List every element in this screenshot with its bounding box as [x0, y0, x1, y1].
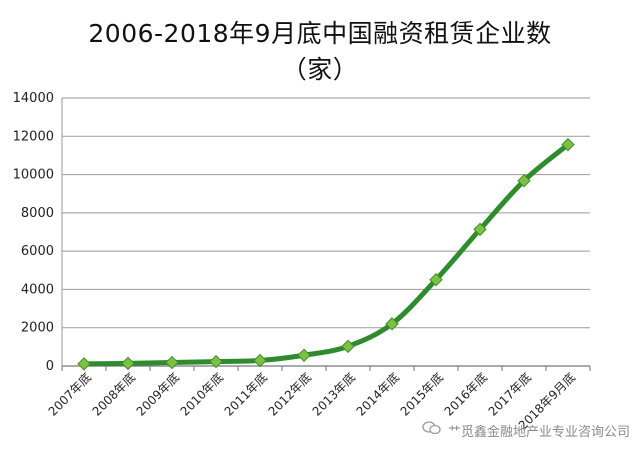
watermark: ⺾觅鑫金融地产业专业咨询公司: [422, 421, 630, 440]
wechat-icon: [422, 421, 444, 438]
x-tick-label: 2014年底: [353, 370, 402, 419]
series-layer: [77, 137, 575, 371]
series-line: [81, 142, 571, 367]
data-point: [517, 174, 531, 188]
data-point: [429, 272, 443, 287]
y-tick-label: 2000: [21, 321, 54, 336]
data-point: [77, 357, 91, 371]
data-point: [253, 353, 267, 368]
x-tick-label: 2016年底: [441, 370, 490, 419]
y-tick-label: 14000: [13, 91, 54, 106]
y-tick-label: 12000: [13, 129, 54, 144]
data-point: [341, 339, 355, 354]
y-axis: 0 2000 4000 6000 8000 10000 12000 14000: [13, 91, 63, 374]
x-tick-label: 2009年底: [133, 370, 182, 419]
watermark-text: ⺾觅鑫金融地产业专业咨询公司: [447, 425, 630, 440]
data-point: [121, 356, 135, 371]
x-tick-label: 2011年底: [221, 370, 270, 419]
y-tick-label: 10000: [13, 168, 54, 183]
y-tick-label: 4000: [21, 282, 54, 297]
data-point: [385, 317, 399, 331]
x-tick-label: 2015年底: [397, 370, 446, 419]
y-tick-label: 8000: [21, 206, 54, 221]
data-point: [473, 222, 487, 237]
data-point: [297, 348, 311, 362]
x-tick-label: 2013年底: [309, 370, 358, 419]
data-point: [561, 137, 575, 152]
y-tick-label: 0: [46, 359, 54, 374]
data-point: [165, 355, 179, 370]
x-tick-label: 2007年底: [45, 370, 94, 419]
y-tick-label: 6000: [21, 244, 54, 259]
x-tick-label: 2012年底: [265, 370, 314, 419]
data-point: [209, 354, 223, 369]
x-tick-label: 2008年底: [89, 370, 138, 419]
chart-subtitle: （家）: [281, 55, 359, 84]
x-tick-label: 2010年底: [177, 370, 226, 419]
chart-title: 2006-2018年9月底中国融资租赁企业数: [88, 19, 552, 48]
gridlines: [62, 97, 590, 367]
